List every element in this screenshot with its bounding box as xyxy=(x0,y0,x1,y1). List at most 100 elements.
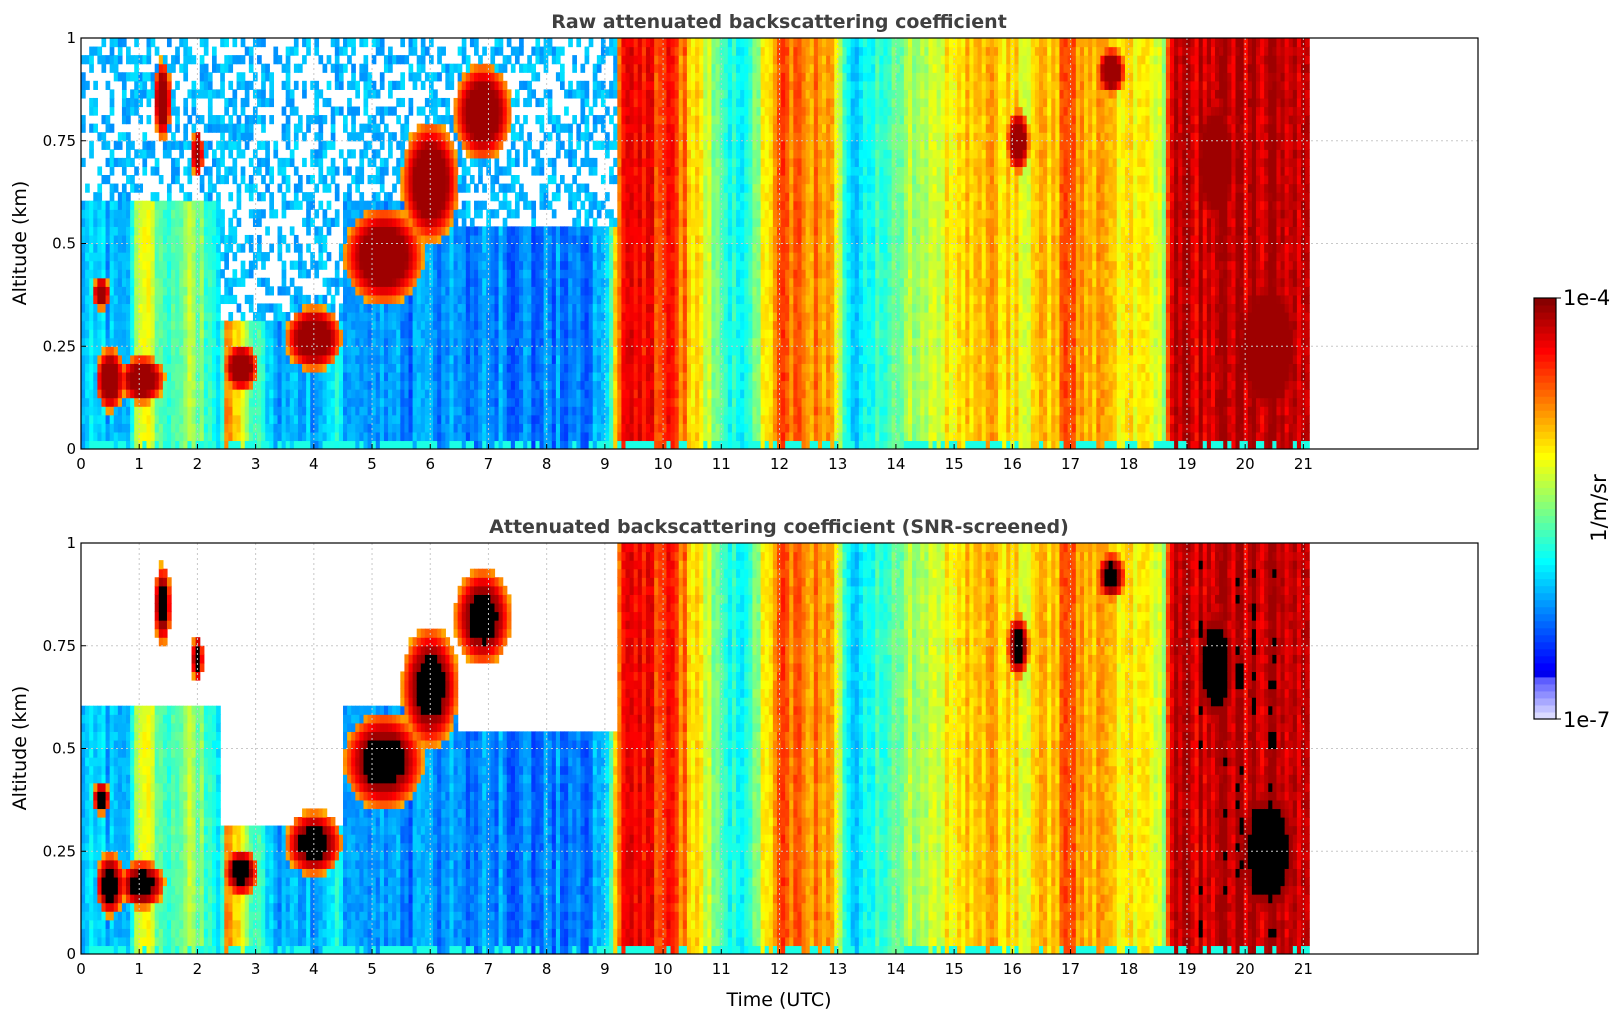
heatmap-cell xyxy=(445,277,451,287)
heatmap-cell xyxy=(482,106,487,116)
heatmap-cell xyxy=(531,252,537,262)
heatmap-cell xyxy=(289,89,295,99)
heatmap-cell xyxy=(142,363,148,373)
heatmap-cell xyxy=(117,132,123,142)
heatmap-cell xyxy=(117,371,123,382)
heatmap-cell xyxy=(261,329,266,339)
heatmap-cell xyxy=(166,294,172,305)
heatmap-cell xyxy=(228,80,234,90)
heatmap-cell xyxy=(392,286,397,296)
heatmap-cell xyxy=(212,320,217,330)
heatmap-cell xyxy=(498,252,504,262)
heatmap-cell xyxy=(207,286,213,296)
heatmap-cell xyxy=(212,303,217,313)
heatmap-cell xyxy=(514,294,520,305)
heatmap-cell xyxy=(343,226,348,236)
heatmap-cell xyxy=(146,406,152,416)
heatmap-cell xyxy=(109,38,115,48)
heatmap-cell xyxy=(424,97,430,108)
heatmap-cell xyxy=(228,140,234,150)
heatmap-cell xyxy=(285,380,291,390)
heatmap-cell xyxy=(625,80,631,90)
heatmap-cell xyxy=(412,72,418,82)
heatmap-cell xyxy=(437,97,442,108)
heatmap-cell xyxy=(428,286,434,296)
heatmap-cell xyxy=(461,140,467,150)
heatmap-cell xyxy=(474,406,479,416)
heatmap-cell xyxy=(322,346,328,356)
heatmap-cell xyxy=(195,389,201,399)
heatmap-cell xyxy=(81,294,86,305)
heatmap-cell xyxy=(154,234,160,245)
heatmap-cell xyxy=(367,329,373,339)
heatmap-cell xyxy=(281,260,287,270)
heatmap-cell xyxy=(171,89,176,99)
heatmap-cell xyxy=(93,97,98,108)
heatmap-cell xyxy=(244,431,250,442)
heatmap-cell xyxy=(584,183,590,193)
heatmap-cell xyxy=(318,252,324,262)
heatmap-cell xyxy=(363,431,369,442)
heatmap-cell xyxy=(97,354,103,364)
heatmap-cell xyxy=(547,46,553,56)
heatmap-cell xyxy=(109,183,115,193)
heatmap-cell xyxy=(629,243,635,253)
heatmap-cell xyxy=(297,123,303,133)
heatmap-cell xyxy=(514,414,520,424)
heatmap-cell xyxy=(388,149,393,159)
heatmap-cell xyxy=(338,363,344,373)
heatmap-cell xyxy=(441,157,446,168)
heatmap-cell xyxy=(281,397,287,407)
heatmap-cell xyxy=(510,320,516,330)
heatmap-cell xyxy=(400,234,406,245)
heatmap-cell xyxy=(150,217,156,227)
heatmap-cell xyxy=(584,89,590,99)
heatmap-cell xyxy=(424,192,430,202)
heatmap-cell xyxy=(314,80,320,90)
heatmap-cell xyxy=(220,440,225,449)
heatmap-cell xyxy=(89,140,94,150)
heatmap-cell xyxy=(420,440,426,449)
heatmap-cell xyxy=(93,363,98,373)
heatmap-cell xyxy=(441,183,446,193)
heatmap-cell xyxy=(617,63,622,73)
heatmap-cell xyxy=(539,243,545,253)
heatmap-cell xyxy=(547,200,553,210)
heatmap-cell xyxy=(588,423,594,433)
heatmap-cell xyxy=(514,354,520,364)
heatmap-cell xyxy=(191,123,197,133)
heatmap-cell xyxy=(388,312,393,322)
heatmap-cell xyxy=(338,149,344,159)
heatmap-cell xyxy=(105,286,111,296)
heatmap-cell xyxy=(289,354,295,364)
heatmap-cell xyxy=(600,55,606,65)
heatmap-cell xyxy=(121,363,127,373)
heatmap-cell xyxy=(150,260,156,270)
heatmap-cell xyxy=(592,354,598,364)
heatmap-cell xyxy=(183,140,189,150)
heatmap-cell xyxy=(625,183,631,193)
heatmap-cell xyxy=(457,46,463,56)
heatmap-cell xyxy=(400,303,406,313)
heatmap-cell xyxy=(105,423,111,433)
heatmap-cell xyxy=(248,363,254,373)
heatmap-cell xyxy=(519,38,524,48)
heatmap-cell xyxy=(355,166,360,176)
heatmap-cell xyxy=(564,406,569,416)
heatmap-cell xyxy=(314,132,320,142)
heatmap-cell xyxy=(195,380,201,390)
heatmap-cell xyxy=(412,406,418,416)
heatmap-cell xyxy=(449,269,455,279)
heatmap-cell xyxy=(121,115,127,125)
heatmap-cell xyxy=(543,371,549,382)
heatmap-cell xyxy=(302,337,307,347)
heatmap-cell xyxy=(482,346,487,356)
heatmap-cell xyxy=(142,226,148,236)
heatmap-cell xyxy=(535,303,541,313)
heatmap-cell xyxy=(85,260,90,270)
heatmap-cell xyxy=(474,72,479,82)
heatmap-cell xyxy=(293,312,299,322)
heatmap-cell xyxy=(527,200,532,210)
heatmap-cell xyxy=(555,140,561,150)
heatmap-cell xyxy=(142,312,148,322)
